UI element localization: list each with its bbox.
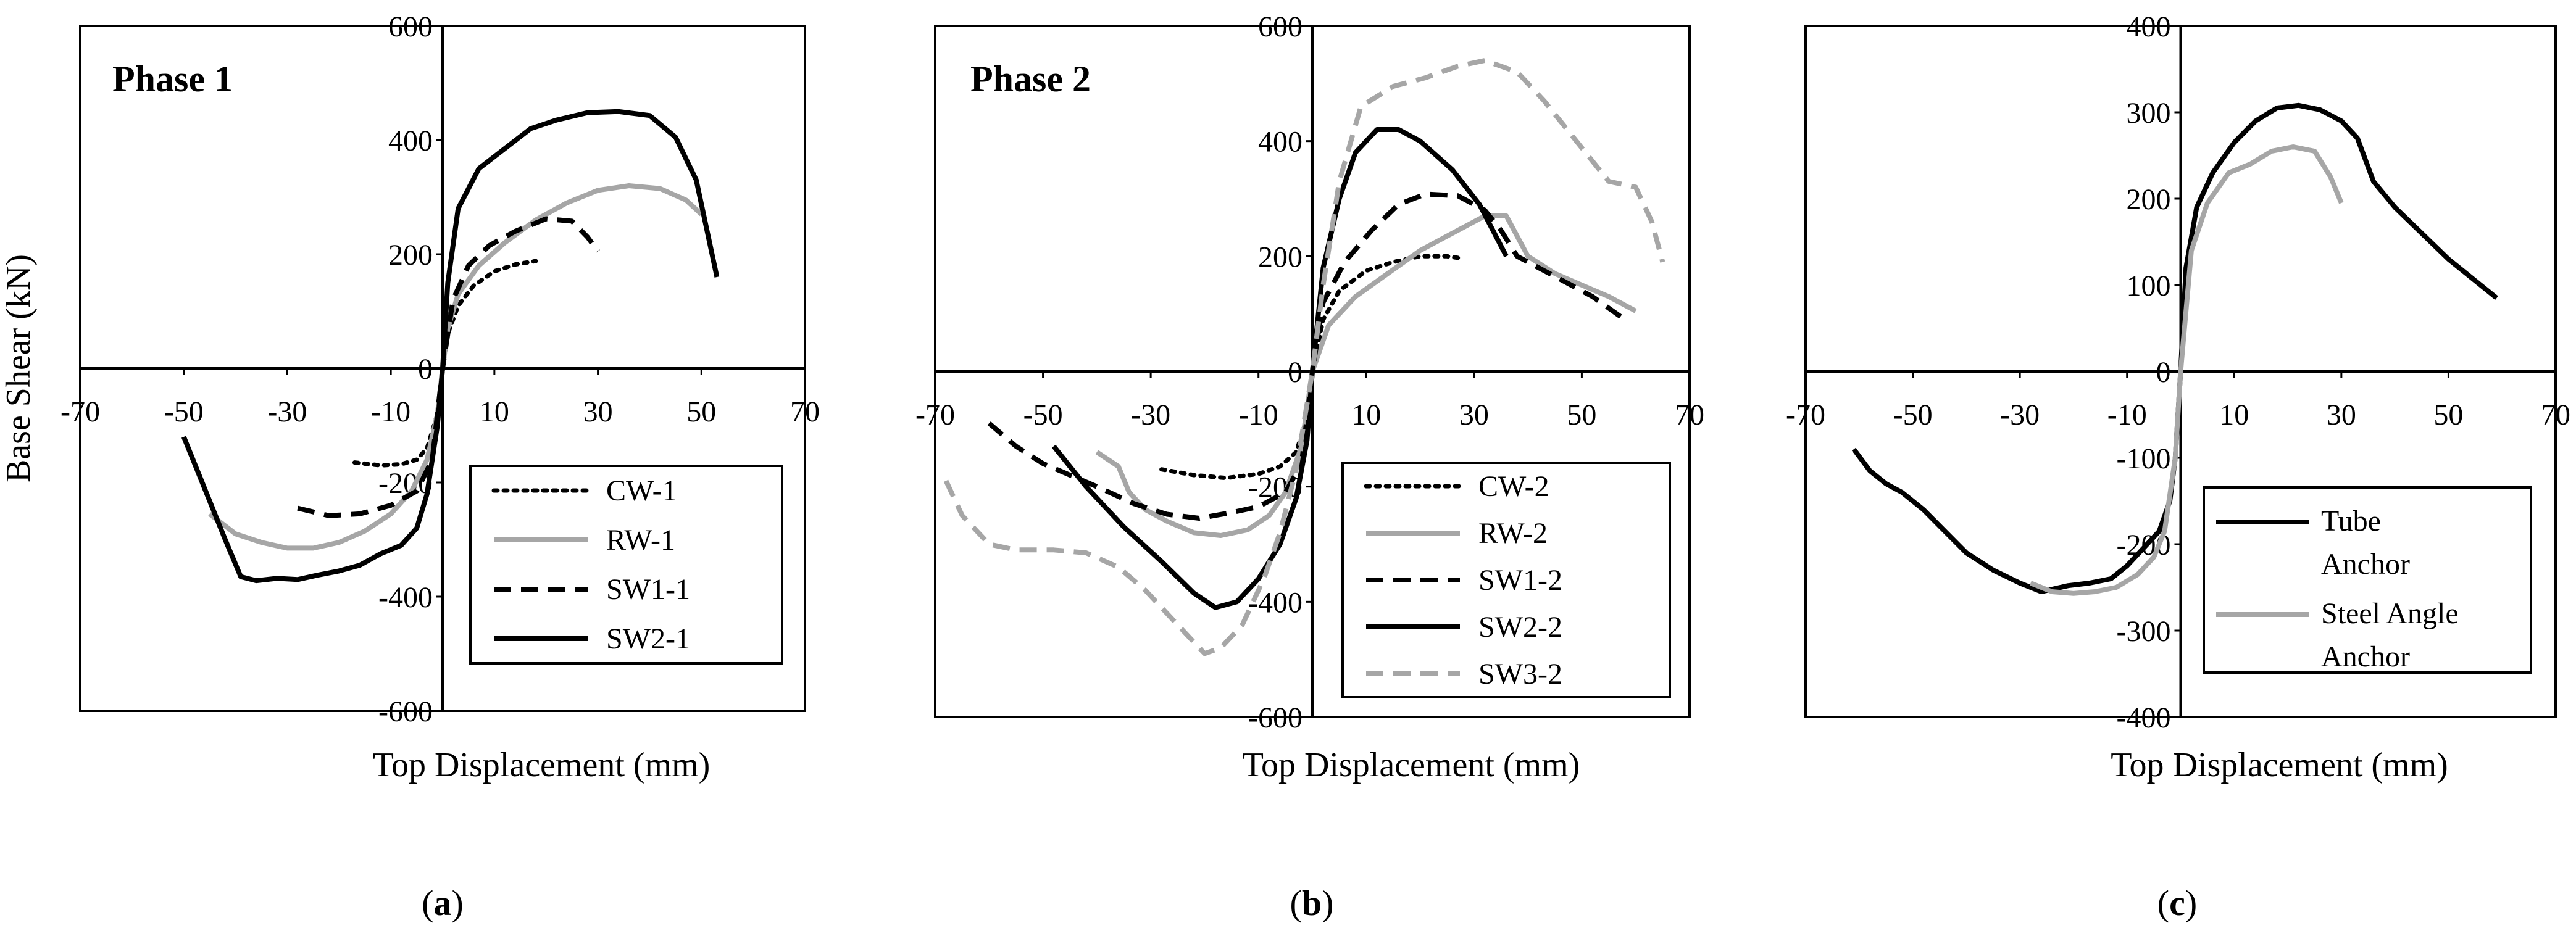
x-tick-label: 50 — [1567, 399, 1596, 431]
y-axis-title: Base Shear (kN) — [0, 254, 38, 482]
x-tick-label: -10 — [2107, 399, 2147, 431]
x-tick-label: -30 — [267, 396, 307, 428]
series-line-sw1-1 — [297, 216, 600, 518]
series-line-steel-angle-anchor — [2030, 144, 2344, 596]
x-tick-label: 30 — [2327, 399, 2356, 431]
x-tick-label: -50 — [164, 396, 204, 428]
legend-label: RW-1 — [606, 524, 675, 557]
x-tick-label: -70 — [915, 399, 955, 431]
x-tick-label: 10 — [2219, 399, 2249, 431]
y-tick-label: -300 — [2117, 615, 2171, 648]
y-tick-label: 400 — [1258, 126, 1303, 159]
x-tick-label: -10 — [1239, 399, 1278, 431]
legend-label: Tube — [2321, 505, 2381, 537]
y-tick-label: 0 — [2156, 356, 2171, 389]
series-line-sw3-2 — [943, 58, 1665, 656]
panel-caption: (c) — [2157, 883, 2197, 923]
x-tick-label: -50 — [1023, 399, 1063, 431]
x-tick-label: 30 — [583, 396, 613, 428]
y-tick-label: -100 — [2117, 442, 2171, 475]
series-line-sw2-2 — [1051, 127, 1509, 610]
y-tick-label: 100 — [2127, 270, 2171, 302]
series-line-rw-2 — [1095, 213, 1637, 538]
panel-caption: (a) — [422, 883, 464, 923]
y-tick-label: 200 — [1258, 241, 1303, 273]
legend-label: SW1-1 — [606, 573, 690, 606]
caption-part: ) — [2185, 883, 2197, 923]
legend-label: SW1-2 — [1478, 564, 1562, 597]
y-tick-label: -600 — [378, 695, 433, 728]
caption-part: ( — [1290, 883, 1302, 923]
x-tick-label: -50 — [1893, 399, 1933, 431]
chart-panel-b: -70 -50 -30 -10 10 30 50 70-600-400-20002004006… — [915, 10, 1704, 923]
legend-label: Anchor — [2321, 640, 2410, 673]
legend-box — [469, 465, 783, 665]
legend-label: SW3-2 — [1478, 658, 1562, 690]
caption-part: a — [434, 883, 452, 923]
legend-b: CW-2 RW-2 SW1-2 SW2-2 SW3-2 — [1341, 462, 1671, 698]
x-tick-label: 50 — [686, 396, 716, 428]
x-axis-title: Top Displacement (mm) — [2111, 746, 2448, 784]
caption-part: c — [2169, 883, 2185, 923]
legend-c: Tube Anchor Steel Angle Anchor — [2203, 486, 2532, 674]
legend-box — [2203, 486, 2532, 674]
y-tick-label: 600 — [388, 10, 433, 43]
x-axis-title: Top Displacement (mm) — [1243, 746, 1580, 784]
panel-caption: (b) — [1290, 883, 1334, 923]
y-tick-label: 200 — [2127, 183, 2171, 216]
y-tick-label: 400 — [388, 125, 433, 157]
x-tick-label: -10 — [371, 396, 411, 428]
x-tick-label: -70 — [1786, 399, 1825, 431]
legend-label: CW-1 — [606, 474, 677, 507]
x-tick-label: 50 — [2433, 399, 2463, 431]
x-tick-label: 10 — [1351, 399, 1381, 431]
chart-panel-a: -70 -50 -30 -10 10 30 50 70-600-400-20002004006… — [0, 10, 820, 923]
chart-title: Phase 2 — [970, 59, 1091, 99]
caption-part: b — [1302, 883, 1322, 923]
y-tick-label: 200 — [388, 239, 433, 271]
x-tick-label: 70 — [2541, 399, 2570, 431]
y-tick-label: 0 — [418, 353, 433, 386]
x-tick-label: 70 — [790, 396, 820, 428]
y-tick-label: -600 — [1248, 702, 1303, 734]
legend-label: Anchor — [2321, 548, 2410, 581]
legend-label: CW-2 — [1478, 470, 1549, 503]
x-tick-label: -30 — [2000, 399, 2040, 431]
chart-panel-c: -70 -50 -30 -10 10 30 50 70-400-300-200-1000100… — [1786, 10, 2570, 923]
chart-title: Phase 1 — [112, 59, 233, 99]
y-tick-label: 400 — [2127, 10, 2171, 43]
y-tick-label: 600 — [1258, 10, 1303, 43]
legend-a: CW-1 RW-1 SW1-1 SW2-1 — [469, 465, 783, 665]
series-line-sw2-1 — [181, 109, 720, 584]
x-tick-label: -30 — [1131, 399, 1170, 431]
legend-label: SW2-1 — [606, 623, 690, 655]
x-axis-title: Top Displacement (mm) — [373, 746, 711, 784]
caption-part: ( — [2157, 883, 2169, 923]
caption-part: ( — [422, 883, 433, 923]
caption-part: ) — [452, 883, 464, 923]
x-tick-label: -70 — [60, 396, 100, 428]
caption-part: ) — [1322, 883, 1333, 923]
y-tick-label: -400 — [2117, 702, 2171, 734]
y-tick-label: 0 — [1288, 356, 1303, 389]
x-tick-label: 30 — [1459, 399, 1489, 431]
legend-label: RW-2 — [1478, 517, 1548, 550]
y-tick-label: -400 — [378, 581, 433, 614]
x-tick-label: 10 — [480, 396, 509, 428]
legend-label: Steel Angle — [2321, 597, 2459, 630]
legend-label: SW2-2 — [1478, 611, 1562, 644]
y-tick-label: 300 — [2127, 97, 2171, 130]
x-tick-label: 70 — [1675, 399, 1704, 431]
